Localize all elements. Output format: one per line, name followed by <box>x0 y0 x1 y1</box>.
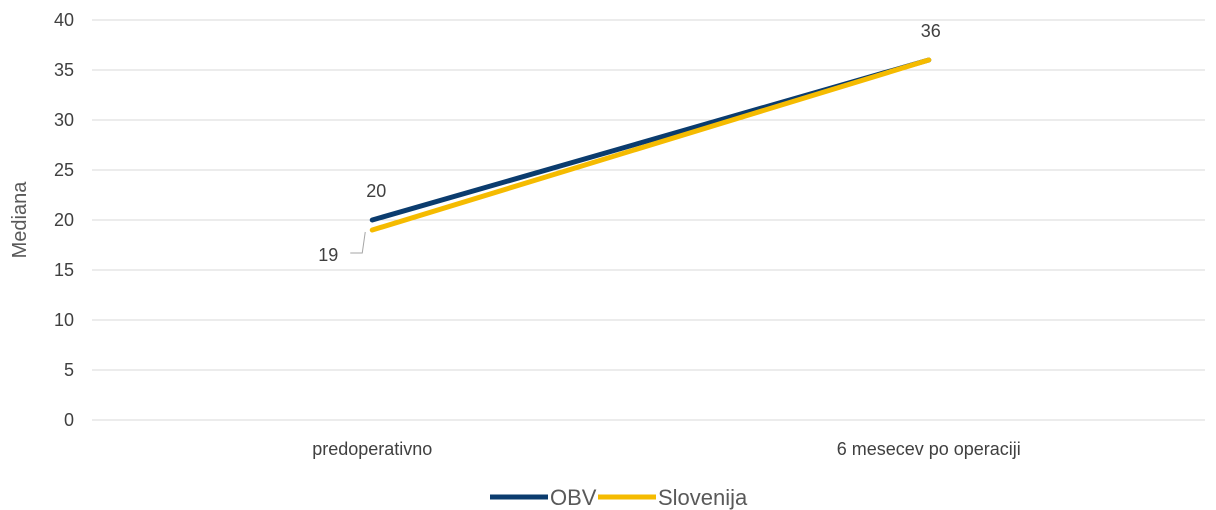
data-label: 19 <box>318 245 338 265</box>
series-lines <box>369 57 932 233</box>
y-axis-title: Mediana <box>9 181 31 259</box>
legend-label: Slovenija <box>658 485 748 510</box>
x-axis-categories: predoperativno 6 mesecev po operaciji <box>312 439 1021 459</box>
x-category-label: predoperativno <box>312 439 432 459</box>
data-labels: 20 19 36 <box>318 21 941 265</box>
legend-label: OBV <box>550 485 597 510</box>
y-tick-label: 35 <box>54 60 74 80</box>
gridlines <box>92 19 1205 421</box>
y-tick-label: 30 <box>54 110 74 130</box>
x-category-label: 6 mesecev po operaciji <box>837 439 1021 459</box>
y-tick-label: 10 <box>54 310 74 330</box>
data-label: 36 <box>921 21 941 41</box>
data-label: 20 <box>366 181 386 201</box>
y-tick-label: 25 <box>54 160 74 180</box>
y-tick-label: 0 <box>64 410 74 430</box>
series-line-slovenija <box>369 57 932 233</box>
y-axis-ticks: 0 5 10 15 20 25 30 35 40 <box>54 10 74 430</box>
y-tick-label: 15 <box>54 260 74 280</box>
y-tick-label: 20 <box>54 210 74 230</box>
legend: OBV Slovenija <box>490 485 748 510</box>
y-tick-label: 5 <box>64 360 74 380</box>
data-label-leader-line <box>350 231 366 254</box>
y-tick-label: 40 <box>54 10 74 30</box>
